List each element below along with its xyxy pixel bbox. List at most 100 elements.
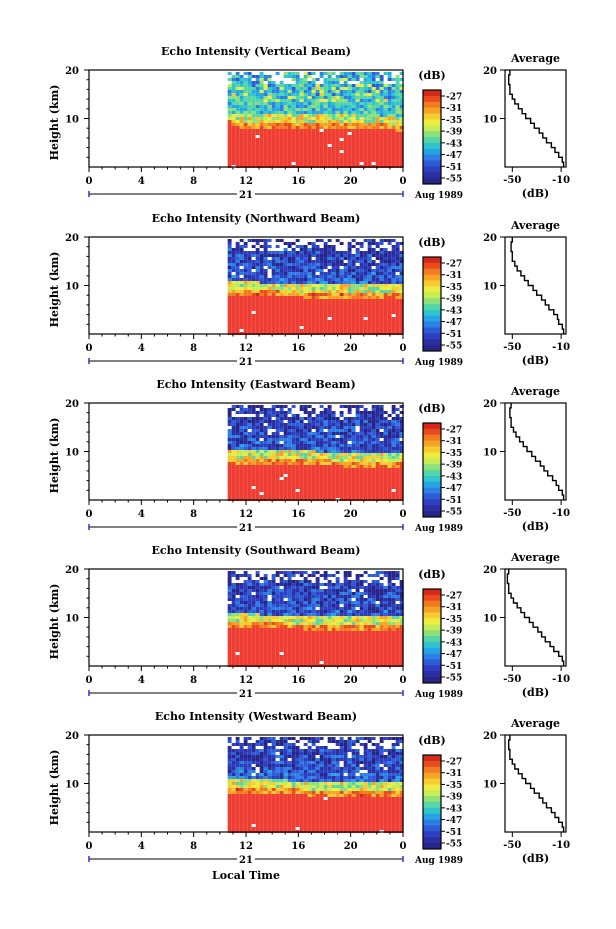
heatmap-cell bbox=[275, 296, 280, 299]
heatmap-cell bbox=[391, 263, 396, 266]
heatmap-cell bbox=[231, 96, 236, 99]
heatmap-cell bbox=[299, 90, 304, 93]
heatmap-cell bbox=[395, 417, 400, 420]
heatmap-cell bbox=[363, 144, 368, 147]
heatmap-cell bbox=[391, 477, 396, 480]
heatmap-cell bbox=[343, 435, 348, 438]
heatmap-cell bbox=[239, 269, 244, 272]
heatmap-cell bbox=[239, 571, 244, 574]
heatmap-cell bbox=[287, 302, 292, 305]
heatmap-cell bbox=[275, 486, 280, 489]
heatmap-cell bbox=[355, 317, 360, 320]
heatmap-cell bbox=[239, 447, 244, 450]
heatmap-cell bbox=[327, 75, 332, 78]
heatmap-cell bbox=[355, 408, 360, 411]
heatmap-cell bbox=[243, 317, 248, 320]
heatmap-cell bbox=[347, 96, 352, 99]
heatmap-cell bbox=[235, 595, 240, 598]
heatmap-cell bbox=[287, 87, 292, 90]
heatmap-cell bbox=[355, 474, 360, 477]
heatmap-cell bbox=[287, 275, 292, 278]
heatmap-cell bbox=[331, 284, 336, 287]
heatmap-cell bbox=[347, 120, 352, 123]
heatmap-cell bbox=[279, 239, 284, 242]
heatmap-cell bbox=[351, 314, 356, 317]
heatmap-cell bbox=[395, 251, 400, 254]
heatmap-cell bbox=[247, 405, 252, 408]
heatmap-cell bbox=[335, 108, 340, 111]
heatmap-cell bbox=[255, 78, 260, 81]
heatmap-cell bbox=[343, 72, 348, 75]
heatmap-cell bbox=[379, 489, 384, 492]
heatmap-cell bbox=[331, 471, 336, 474]
heatmap-cell bbox=[247, 486, 252, 489]
heatmap-cell bbox=[247, 646, 252, 649]
heatmap-cell bbox=[271, 117, 276, 120]
heatmap-cell bbox=[259, 574, 264, 577]
heatmap-cell bbox=[323, 123, 328, 126]
heatmap-cell bbox=[299, 87, 304, 90]
heatmap-cell bbox=[303, 84, 308, 87]
heatmap-cell bbox=[399, 299, 404, 302]
heatmap-cell bbox=[351, 126, 356, 129]
heatmap-cell bbox=[303, 447, 308, 450]
heatmap-cell bbox=[339, 275, 344, 278]
heatmap-cell bbox=[351, 129, 356, 132]
heatmap-cell bbox=[303, 284, 308, 287]
heatmap-cell bbox=[375, 75, 380, 78]
heatmap-cell bbox=[279, 263, 284, 266]
colorbar bbox=[423, 90, 441, 185]
heatmap-cell bbox=[339, 471, 344, 474]
heatmap-cell bbox=[303, 78, 308, 81]
heatmap-cell bbox=[303, 93, 308, 96]
heatmap-cell bbox=[259, 432, 264, 435]
heatmap-cell bbox=[275, 574, 280, 577]
heatmap-cell bbox=[303, 417, 308, 420]
heatmap-cell bbox=[359, 278, 364, 281]
heatmap-cell bbox=[327, 305, 332, 308]
heatmap-cell bbox=[327, 317, 332, 320]
heatmap-cell bbox=[299, 117, 304, 120]
heatmap-cell bbox=[383, 429, 388, 432]
heatmap-cell bbox=[283, 450, 288, 453]
heatmap-cell bbox=[363, 290, 368, 293]
heatmap-cell bbox=[315, 90, 320, 93]
heatmap-cell bbox=[307, 153, 312, 156]
heatmap-cell bbox=[387, 242, 392, 245]
heatmap-cell bbox=[343, 432, 348, 435]
heatmap-cell bbox=[271, 248, 276, 251]
heatmap-cell bbox=[387, 87, 392, 90]
heatmap-cell bbox=[351, 144, 356, 147]
heatmap-cell bbox=[307, 132, 312, 135]
heatmap-cell bbox=[267, 408, 272, 411]
heatmap-cell bbox=[287, 414, 292, 417]
heatmap-cell bbox=[335, 120, 340, 123]
heatmap-cell bbox=[279, 483, 284, 486]
heatmap-cell bbox=[263, 108, 268, 111]
heatmap-cell bbox=[275, 634, 280, 637]
heatmap-cell bbox=[391, 84, 396, 87]
heatmap-cell bbox=[295, 141, 300, 144]
heatmap-cell bbox=[387, 405, 392, 408]
heatmap-cell bbox=[291, 495, 296, 498]
heatmap-cell bbox=[383, 123, 388, 126]
heatmap-cell bbox=[287, 405, 292, 408]
heatmap-cell bbox=[255, 156, 260, 159]
heatmap-cell bbox=[299, 147, 304, 150]
heatmap-cell bbox=[359, 314, 364, 317]
heatmap-cell bbox=[263, 610, 268, 613]
heatmap-cell bbox=[227, 405, 232, 408]
heatmap-cell bbox=[287, 408, 292, 411]
heatmap-cell bbox=[263, 257, 268, 260]
heatmap-cell bbox=[327, 293, 332, 296]
heatmap-cell bbox=[239, 595, 244, 598]
heatmap-cell bbox=[259, 105, 264, 108]
heatmap-cell bbox=[355, 150, 360, 153]
heatmap-cell bbox=[227, 601, 232, 604]
heatmap-cell bbox=[227, 320, 232, 323]
heatmap-cell bbox=[395, 242, 400, 245]
heatmap-cell bbox=[395, 93, 400, 96]
heatmap-cell bbox=[239, 450, 244, 453]
heatmap-cell bbox=[311, 138, 316, 141]
